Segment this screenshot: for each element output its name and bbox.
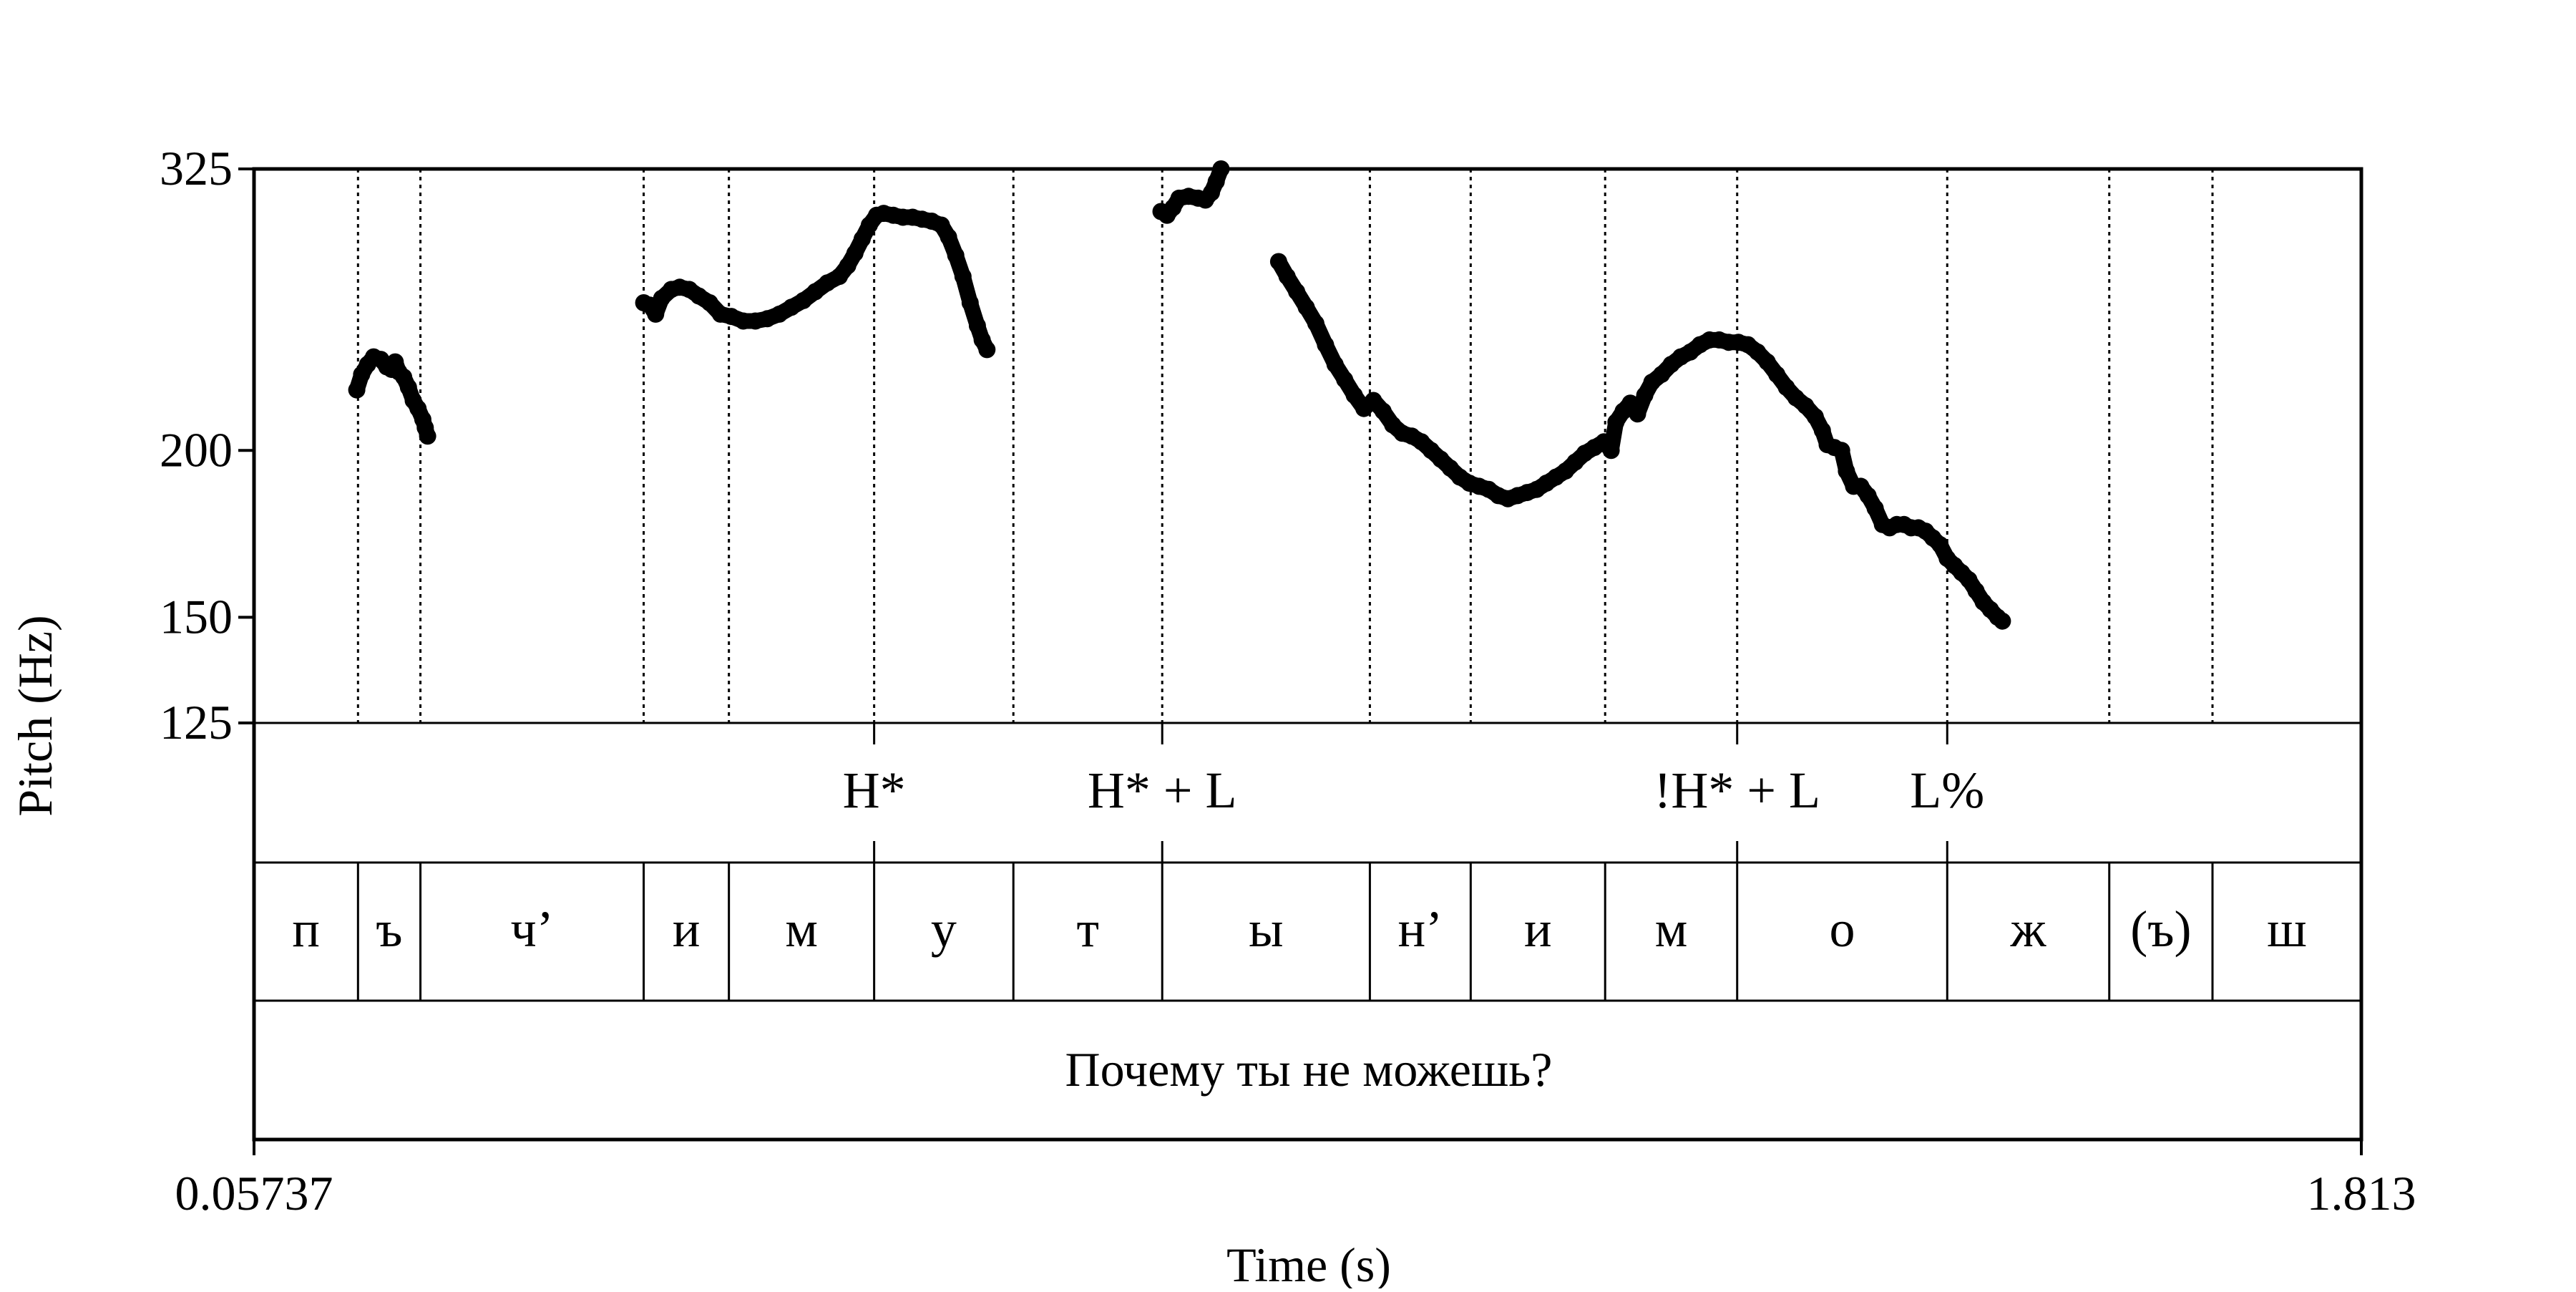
pitch-contour bbox=[635, 205, 995, 358]
segment-label: м bbox=[785, 900, 818, 958]
pitch-point bbox=[399, 379, 417, 397]
pitch-contour bbox=[1270, 253, 2011, 629]
y-tick-label: 150 bbox=[160, 589, 233, 643]
x-axis-label: Time (s) bbox=[1226, 1238, 1391, 1288]
pitch-point bbox=[1297, 298, 1315, 316]
y-tick-label: 125 bbox=[160, 695, 233, 749]
pitch-point bbox=[947, 246, 965, 264]
pitch-point bbox=[961, 294, 979, 311]
pitch-point bbox=[348, 381, 366, 399]
pitch-point bbox=[1838, 462, 1855, 480]
pitch-point bbox=[1345, 387, 1363, 404]
pitch-point bbox=[940, 228, 957, 246]
boundary-lines bbox=[356, 169, 2214, 1001]
segment-label: м bbox=[1655, 900, 1688, 958]
pitch-point bbox=[839, 257, 857, 275]
segment-label: п bbox=[292, 900, 320, 958]
pitch-point bbox=[1806, 408, 1824, 426]
pitch-point bbox=[1994, 612, 2011, 630]
pitch-point bbox=[734, 312, 752, 330]
pitch-point bbox=[1758, 353, 1776, 371]
segment-label: ъ bbox=[376, 900, 402, 958]
pitch-point bbox=[419, 427, 436, 445]
segment-label: и bbox=[1524, 900, 1552, 958]
pitch-point bbox=[1336, 371, 1354, 389]
segment-label: т bbox=[1076, 900, 1098, 958]
frame bbox=[238, 167, 2363, 1155]
pitch-point bbox=[954, 268, 972, 286]
pitch-point bbox=[1317, 336, 1335, 354]
segment-label: у bbox=[931, 900, 957, 958]
pitch-point bbox=[1374, 402, 1392, 420]
pitch-point bbox=[794, 291, 812, 309]
pitch-point bbox=[1636, 387, 1654, 404]
pitch-point bbox=[853, 230, 871, 248]
pitch-point bbox=[1768, 366, 1786, 384]
sentence-text: Почему ты не можешь? bbox=[1065, 1042, 1553, 1097]
segment-label: ы bbox=[1249, 900, 1283, 958]
pitch-point bbox=[1629, 405, 1646, 423]
pitch-point bbox=[806, 283, 824, 301]
pitch-point bbox=[1326, 356, 1344, 374]
pitch-track bbox=[348, 160, 2011, 630]
tone-label: H* bbox=[843, 762, 906, 819]
pitch-point bbox=[1866, 500, 1884, 518]
y-tick-label: 325 bbox=[160, 141, 233, 195]
pitch-point bbox=[1278, 268, 1296, 286]
y-tick-label: 200 bbox=[160, 422, 233, 477]
pitch-point bbox=[647, 305, 665, 323]
segment-label: ш bbox=[2267, 900, 2306, 958]
segment-label: н’ bbox=[1398, 900, 1443, 958]
pitch-point bbox=[1269, 253, 1287, 271]
segment-label: о bbox=[1830, 900, 1855, 958]
segment-label: ч’ bbox=[511, 900, 554, 958]
tone-label: L% bbox=[1910, 762, 1984, 819]
pitch-point bbox=[1859, 487, 1877, 505]
tone-label: !H* + L bbox=[1654, 762, 1820, 819]
pitch-point bbox=[1833, 442, 1850, 460]
pitch-point bbox=[1307, 314, 1324, 332]
pitch-point bbox=[978, 341, 996, 359]
pitch-point bbox=[1813, 422, 1831, 439]
segment-label: и bbox=[673, 900, 701, 958]
y-axis-label: Pitch (Hz) bbox=[8, 615, 62, 816]
segment-label: ж bbox=[2010, 900, 2047, 958]
x-tick-label-end: 1.813 bbox=[2307, 1166, 2416, 1220]
pitch-point bbox=[1931, 535, 1949, 553]
plot-border bbox=[252, 167, 2363, 1142]
pitch-point bbox=[846, 244, 864, 262]
pitch-point bbox=[1602, 442, 1620, 460]
pitch-point bbox=[701, 294, 718, 311]
x-tick-label-start: 0.05737 bbox=[175, 1166, 333, 1220]
pitch-point bbox=[968, 317, 986, 334]
text-labels: Pitch (Hz) Time (s) 0.05737 1.813 Почему… bbox=[8, 141, 2416, 1292]
tone-label: H* + L bbox=[1088, 762, 1237, 819]
segment-label: (ъ) bbox=[2130, 900, 2191, 958]
pitch-point bbox=[1288, 283, 1306, 301]
